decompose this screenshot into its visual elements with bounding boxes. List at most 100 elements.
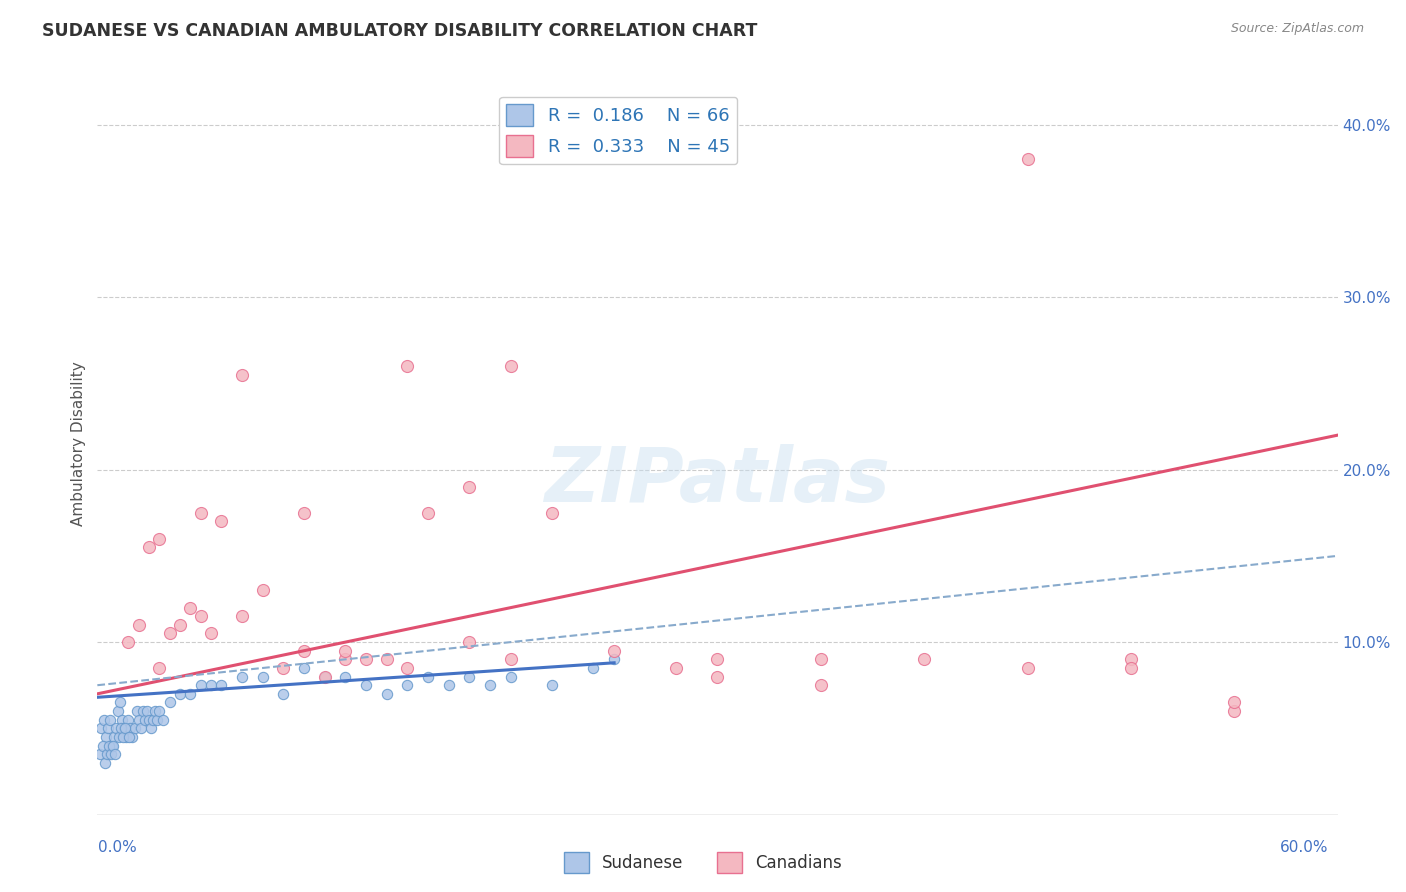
- Point: [209, 515, 232, 529]
- Point: [121, 730, 143, 744]
- Text: ZIPatlas: ZIPatlas: [544, 444, 890, 518]
- Point: [125, 704, 148, 718]
- Point: [437, 678, 460, 692]
- Point: [273, 687, 295, 701]
- Point: [117, 713, 139, 727]
- Point: [396, 678, 419, 692]
- Point: [100, 747, 122, 762]
- Point: [209, 678, 232, 692]
- Point: [93, 713, 115, 727]
- Point: [810, 678, 832, 692]
- Point: [111, 713, 134, 727]
- Point: [104, 722, 127, 736]
- Point: [104, 747, 127, 762]
- Text: 60.0%: 60.0%: [1281, 840, 1329, 855]
- Point: [148, 532, 170, 546]
- Point: [112, 722, 135, 736]
- Point: [603, 652, 626, 666]
- Point: [499, 670, 522, 684]
- Point: [98, 713, 121, 727]
- Point: [110, 722, 132, 736]
- Point: [810, 652, 832, 666]
- Point: [292, 506, 315, 520]
- Text: SUDANESE VS CANADIAN AMBULATORY DISABILITY CORRELATION CHART: SUDANESE VS CANADIAN AMBULATORY DISABILI…: [42, 22, 758, 40]
- Point: [231, 368, 253, 382]
- Point: [416, 670, 439, 684]
- Point: [499, 359, 522, 373]
- Point: [231, 670, 253, 684]
- Point: [91, 739, 114, 753]
- Point: [132, 704, 155, 718]
- Point: [115, 730, 138, 744]
- Point: [136, 704, 159, 718]
- Point: [134, 713, 156, 727]
- Text: Source: ZipAtlas.com: Source: ZipAtlas.com: [1230, 22, 1364, 36]
- Point: [335, 670, 357, 684]
- Point: [107, 704, 129, 718]
- Point: [1223, 704, 1246, 718]
- Point: [90, 722, 112, 736]
- Point: [112, 730, 135, 744]
- Point: [541, 506, 564, 520]
- Point: [706, 670, 728, 684]
- Point: [148, 704, 170, 718]
- Point: [396, 661, 419, 675]
- Point: [96, 747, 118, 762]
- Point: [97, 722, 120, 736]
- Point: [138, 541, 160, 555]
- Point: [1017, 152, 1039, 166]
- Point: [179, 687, 201, 701]
- Point: [375, 652, 398, 666]
- Point: [314, 670, 336, 684]
- Point: [120, 722, 142, 736]
- Point: [314, 670, 336, 684]
- Text: 0.0%: 0.0%: [98, 840, 138, 855]
- Point: [93, 756, 115, 770]
- Point: [101, 739, 124, 753]
- Point: [148, 661, 170, 675]
- Point: [354, 678, 377, 692]
- Point: [396, 359, 419, 373]
- Point: [108, 730, 131, 744]
- Point: [603, 118, 626, 132]
- Point: [1119, 652, 1142, 666]
- Point: [142, 713, 165, 727]
- Point: [152, 713, 174, 727]
- Point: [1017, 661, 1039, 675]
- Point: [706, 652, 728, 666]
- Point: [138, 713, 160, 727]
- Point: [143, 704, 166, 718]
- Point: [159, 626, 181, 640]
- Point: [541, 678, 564, 692]
- Point: [665, 661, 688, 675]
- Point: [273, 661, 295, 675]
- Y-axis label: Ambulatory Disability: Ambulatory Disability: [72, 361, 86, 526]
- Point: [117, 635, 139, 649]
- Point: [335, 644, 357, 658]
- Point: [912, 652, 935, 666]
- Point: [458, 480, 481, 494]
- Point: [114, 722, 136, 736]
- Point: [179, 600, 201, 615]
- Point: [146, 713, 169, 727]
- Point: [292, 661, 315, 675]
- Point: [190, 678, 212, 692]
- Point: [97, 739, 120, 753]
- Point: [335, 652, 357, 666]
- Point: [499, 652, 522, 666]
- Point: [231, 609, 253, 624]
- Point: [200, 678, 222, 692]
- Point: [479, 678, 502, 692]
- Point: [128, 713, 150, 727]
- Point: [103, 730, 125, 744]
- Point: [159, 696, 181, 710]
- Point: [458, 635, 481, 649]
- Point: [89, 747, 111, 762]
- Point: [190, 609, 212, 624]
- Point: [582, 661, 605, 675]
- Point: [108, 696, 131, 710]
- Point: [252, 583, 274, 598]
- Point: [190, 506, 212, 520]
- Point: [292, 644, 315, 658]
- Point: [252, 670, 274, 684]
